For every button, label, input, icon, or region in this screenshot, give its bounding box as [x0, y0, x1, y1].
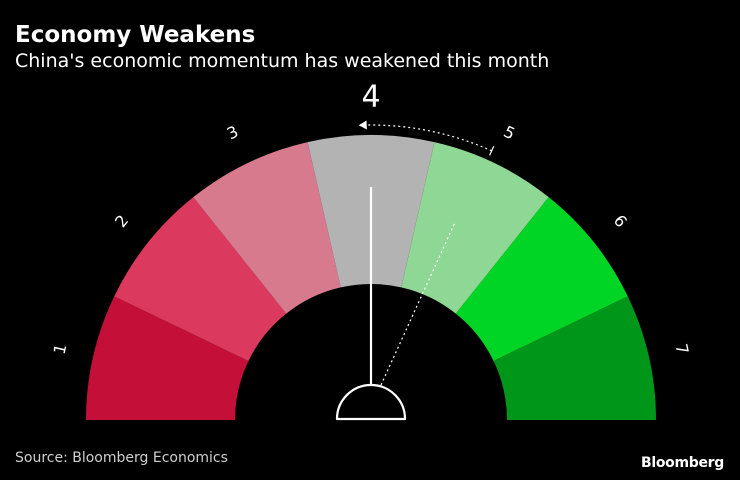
scale-label-5: 5 [501, 122, 518, 144]
scale-label-7: 7 [672, 342, 693, 356]
change-arrow-arc [360, 124, 492, 152]
current-value-label: 4 [361, 80, 380, 115]
source-note: Source: Bloomberg Economics [15, 450, 228, 466]
change-arrow-start-tick [489, 145, 495, 156]
gauge-segment-1 [86, 296, 249, 420]
needle-hub [335, 383, 407, 421]
chart-title: Economy Weakens [15, 22, 256, 48]
gauge-segment-6 [455, 197, 628, 361]
change-arrow-head [358, 120, 367, 130]
scale-label-6: 6 [610, 211, 631, 231]
gauge-segment-7 [493, 296, 656, 420]
scale-label-2: 2 [111, 211, 132, 231]
chart-subtitle: China's economic momentum has weakened t… [15, 50, 550, 72]
brand-logo: Bloomberg [640, 455, 724, 471]
gauge-segment-2 [114, 197, 287, 361]
scale-label-1: 1 [50, 342, 71, 356]
gauge-segment-5 [401, 142, 549, 314]
scale-label-3: 3 [224, 122, 241, 144]
gauge-segment-3 [193, 142, 341, 314]
